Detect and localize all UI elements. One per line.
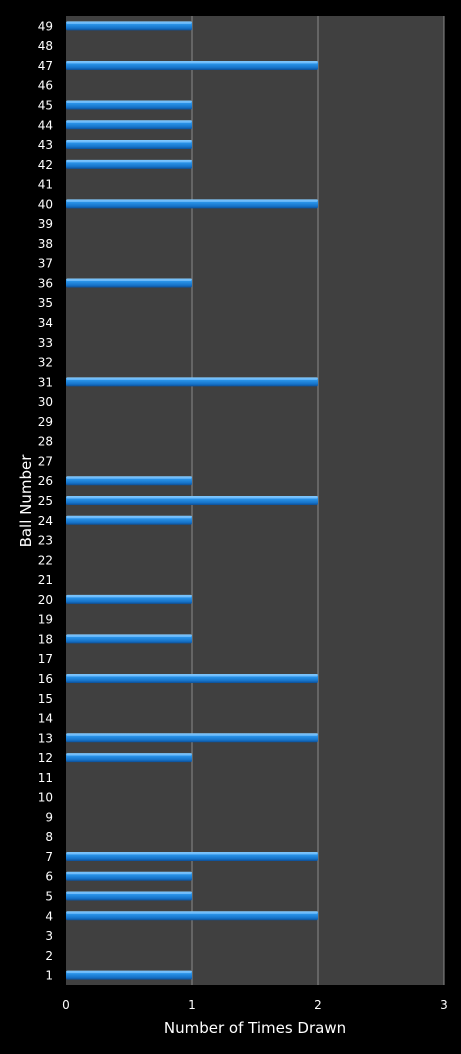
bar-highlight — [67, 200, 317, 202]
bar-highlight — [67, 516, 191, 519]
bar-highlight — [67, 141, 191, 143]
bar-highlight — [67, 674, 317, 677]
bar-highlight — [67, 852, 317, 855]
y-tick-label: 38 — [38, 237, 53, 251]
x-tick-label: 3 — [440, 998, 448, 1012]
y-tick-label: 28 — [38, 435, 53, 449]
bar-highlight — [67, 892, 191, 895]
bar-highlight — [67, 754, 191, 756]
bar-highlight — [67, 971, 191, 974]
y-tick-label: 15 — [38, 692, 53, 706]
y-tick-label: 14 — [38, 712, 53, 726]
y-tick-label: 29 — [38, 415, 53, 429]
y-tick-label: 43 — [38, 138, 53, 152]
y-tick-label: 19 — [38, 613, 53, 627]
y-tick-label: 32 — [38, 356, 53, 370]
y-tick-label: 4 — [45, 909, 53, 923]
bars — [66, 21, 318, 980]
bar-highlight — [67, 872, 191, 875]
y-tick-label: 21 — [38, 573, 53, 587]
y-tick-label: 17 — [38, 652, 53, 666]
y-tick-label: 20 — [38, 593, 53, 607]
bar-highlight — [67, 160, 191, 163]
y-tick-label: 9 — [45, 810, 53, 824]
bar-highlight — [67, 378, 317, 380]
y-tick-label: 5 — [45, 890, 53, 904]
y-tick-label: 23 — [38, 534, 53, 548]
y-tick-label: 24 — [38, 514, 53, 528]
bar-highlight — [67, 22, 191, 24]
y-tick-label: 41 — [38, 178, 53, 192]
y-tick-label: 34 — [38, 316, 53, 330]
y-tick-label: 22 — [38, 553, 53, 567]
y-tick-label: 18 — [38, 632, 53, 646]
bar-highlight — [67, 121, 191, 123]
y-tick-label: 8 — [45, 830, 53, 844]
y-tick-label: 49 — [38, 19, 53, 33]
y-tick-label: 11 — [38, 771, 53, 785]
x-axis-label: Number of Times Drawn — [164, 1019, 346, 1037]
x-tick-label: 1 — [188, 998, 196, 1012]
bar-highlight — [67, 61, 317, 64]
y-tick-label: 44 — [38, 118, 53, 132]
y-tick-label: 36 — [38, 276, 53, 290]
bar-highlight — [67, 635, 191, 637]
y-tick-label: 7 — [45, 850, 53, 864]
y-tick-label: 40 — [38, 197, 53, 211]
y-tick-label: 6 — [45, 870, 53, 884]
y-tick-label: 46 — [38, 79, 53, 93]
y-tick-label: 37 — [38, 257, 53, 271]
y-tick-label: 31 — [38, 375, 53, 389]
y-tick-label: 35 — [38, 296, 53, 310]
x-tick-label: 2 — [314, 998, 322, 1012]
bar-highlight — [67, 477, 191, 479]
y-tick-label: 3 — [45, 929, 53, 943]
y-tick-label: 12 — [38, 751, 53, 765]
y-axis-label: Ball Number — [17, 454, 35, 548]
y-tick-label: 16 — [38, 672, 53, 686]
y-tick-label: 27 — [38, 454, 53, 468]
bar-highlight — [67, 279, 191, 281]
y-tick-labels: 1234567891011121314151617181920212223242… — [38, 19, 53, 982]
y-tick-label: 33 — [38, 336, 53, 350]
x-tick-label: 0 — [62, 998, 70, 1012]
y-tick-label: 45 — [38, 98, 53, 112]
y-tick-label: 1 — [45, 969, 53, 983]
y-tick-label: 42 — [38, 158, 53, 172]
y-tick-label: 10 — [38, 791, 53, 805]
y-tick-label: 48 — [38, 39, 53, 53]
y-tick-label: 13 — [38, 731, 53, 745]
y-tick-label: 39 — [38, 217, 53, 231]
bar-highlight — [67, 734, 317, 736]
y-tick-label: 25 — [38, 494, 53, 508]
bar-highlight — [67, 101, 191, 103]
y-tick-label: 30 — [38, 395, 53, 409]
bar-highlight — [67, 912, 317, 914]
bar-highlight — [67, 595, 191, 598]
y-tick-label: 47 — [38, 59, 53, 73]
y-tick-label: 26 — [38, 474, 53, 488]
y-tick-label: 2 — [45, 949, 53, 963]
bar-highlight — [67, 497, 317, 499]
x-tick-labels: 0 1 2 3 — [62, 998, 448, 1012]
